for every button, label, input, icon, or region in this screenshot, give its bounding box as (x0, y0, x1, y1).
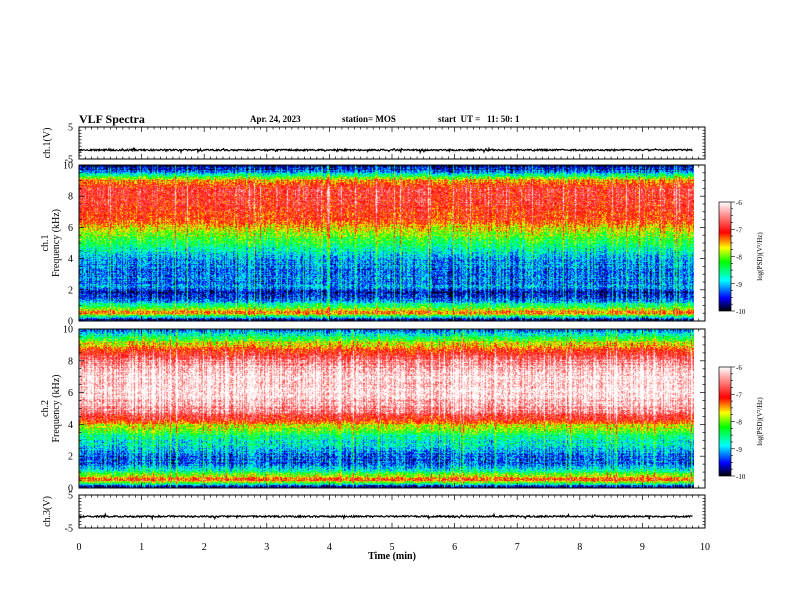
y-tick-label: 4 (68, 420, 73, 431)
colorbar-label: log(PSD)(V²/Hz) (756, 397, 764, 446)
voltage-trace-ch1-voltage (78, 146, 693, 155)
colorbar-ch1-spectrogram (718, 201, 732, 312)
date-label: Apr. 24, 2023 (250, 114, 301, 124)
axes (78, 126, 735, 529)
colorbar-label: log(PSD)(V²/Hz) (756, 232, 764, 281)
colorbar-tick-label: -7 (736, 226, 742, 234)
spectrogram-images (79, 165, 694, 488)
colorbar-tick-label: -6 (736, 364, 742, 372)
y-tick-label: 2 (68, 452, 73, 463)
y-tick-label: 8 (68, 192, 73, 203)
x-tick-label: 5 (390, 542, 395, 553)
x-tick-label: 8 (577, 542, 582, 553)
x-axis-label: Time (min) (368, 551, 416, 562)
voltage-axis-label: ch.3(V) (42, 496, 53, 527)
y-tick-label: 0 (68, 484, 73, 495)
colorbar-tick-label: -9 (736, 446, 742, 454)
colorbar-tick-label: -8 (736, 419, 742, 427)
x-tick-label: 9 (640, 542, 645, 553)
y-tick-label: 6 (68, 223, 73, 234)
y-tick-label: 6 (68, 388, 73, 399)
y-tick-label: 5 (68, 123, 73, 134)
colorbar-tick-label: -10 (736, 308, 746, 316)
frequency-axis-label: Frequency (kHz) (51, 374, 62, 442)
station-label: station= MOS (342, 114, 396, 124)
frequency-axis-label: Frequency (kHz) (51, 209, 62, 277)
colorbar-tick-label: -7 (736, 391, 742, 399)
x-tick-label: 2 (202, 542, 207, 553)
x-tick-label: 1 (139, 542, 144, 553)
x-tick-label: 0 (77, 542, 82, 553)
y-tick-label: -5 (65, 155, 73, 166)
x-tick-label: 6 (452, 542, 457, 553)
plot-title: VLF Spectra (79, 112, 145, 126)
y-tick-label: 10 (63, 325, 73, 336)
channel-label: ch.2 (40, 400, 51, 417)
y-tick-label: -5 (65, 524, 73, 535)
colorbar-ch2-spectrogram (718, 366, 732, 477)
start-time-label: start UT = 11: 50: 1 (438, 114, 520, 124)
spectrogram-ch1-spectrogram (79, 165, 694, 321)
voltage-axis-label: ch.1(V) (42, 128, 53, 159)
x-tick-label: 4 (327, 542, 332, 553)
y-tick-label: 8 (68, 356, 73, 367)
y-tick-label: 10 (63, 161, 73, 172)
spectrogram-ch2-spectrogram (79, 329, 694, 488)
colorbar-tick-label: -8 (736, 254, 742, 262)
y-tick-label: 2 (68, 285, 73, 296)
colorbar-tick-label: -10 (736, 473, 746, 481)
y-tick-label: 0 (68, 317, 73, 328)
x-tick-label: 7 (515, 542, 520, 553)
colorbar-tick-label: -6 (736, 199, 742, 207)
voltage-traces (78, 146, 693, 521)
x-tick-label: 10 (700, 542, 710, 553)
channel-label: ch.1 (40, 235, 51, 252)
x-tick-label: 3 (264, 542, 269, 553)
voltage-trace-ch3-voltage (78, 512, 693, 521)
y-tick-label: 5 (68, 491, 73, 502)
colorbar-tick-label: -9 (736, 281, 742, 289)
y-tick-label: 4 (68, 254, 73, 265)
